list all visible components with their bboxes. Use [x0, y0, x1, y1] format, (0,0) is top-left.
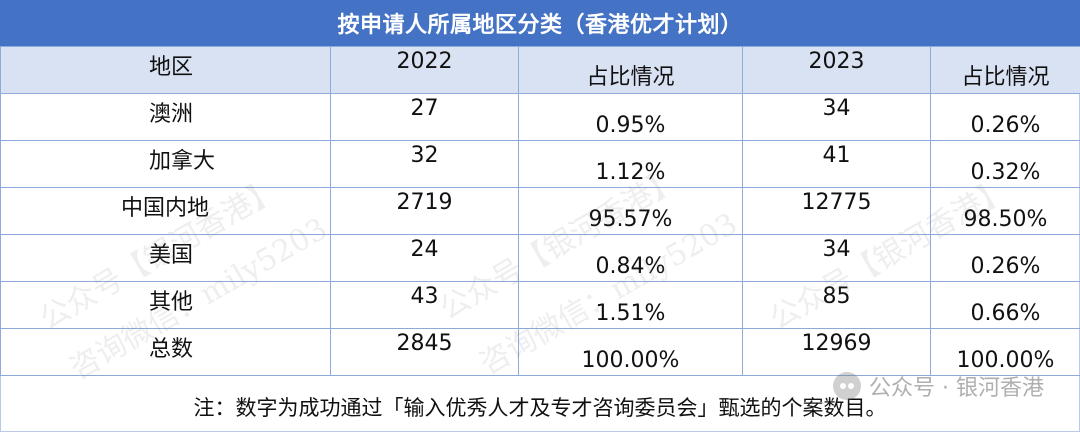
count-2022-cell: 2845: [330, 328, 519, 376]
count-2023-cell: 34: [742, 93, 931, 141]
count-2022-cell: 27: [330, 93, 519, 141]
share-2023-cell: 98.50%: [930, 187, 1080, 235]
count-2022-cell: 2719: [330, 187, 519, 235]
header-2022: 2022: [330, 46, 519, 94]
count-2022-cell: 43: [330, 281, 519, 329]
share-2023-cell: 0.26%: [930, 93, 1080, 141]
share-2022-cell: 100.00%: [518, 328, 743, 376]
table-row-total: 总数 2845 100.00% 12969 100.00%: [0, 328, 1080, 376]
share-2022-cell: 95.57%: [518, 187, 743, 235]
region-cell: 澳洲: [0, 93, 331, 141]
header-2023: 2023: [742, 46, 931, 94]
share-2022-cell: 1.51%: [518, 281, 743, 329]
header-row: 地区 2022 占比情况 2023 占比情况: [0, 46, 1080, 94]
share-2022-cell: 0.84%: [518, 234, 743, 282]
share-2023-cell: 100.00%: [930, 328, 1080, 376]
header-share-2023: 占比情况: [930, 46, 1080, 94]
table-row: 其他 43 1.51% 85 0.66%: [0, 281, 1080, 329]
share-2023-cell: 0.32%: [930, 140, 1080, 188]
wechat-icon: [833, 372, 862, 400]
count-2023-cell: 34: [742, 234, 931, 282]
count-2023-cell: 85: [742, 281, 931, 329]
count-2023-cell: 12969: [742, 328, 931, 376]
share-2023-cell: 0.66%: [930, 281, 1080, 329]
region-cell: 加拿大: [0, 140, 331, 188]
footnote: 注：数字为成功通过「输入优秀人才及专才咨询委员会」甄选的个案数目。: [193, 396, 887, 420]
count-2022-cell: 24: [330, 234, 519, 282]
table-row: 中国内地 2719 95.57% 12775 98.50%: [0, 187, 1080, 235]
region-cell: 中国内地: [0, 187, 331, 235]
share-2023-cell: 0.26%: [930, 234, 1080, 282]
table-row: 美国 24 0.84% 34 0.26%: [0, 234, 1080, 282]
data-table: 地区 2022 占比情况 2023 占比情况 澳洲 27 0.95% 34 0.…: [0, 46, 1080, 376]
region-cell: 其他: [0, 281, 331, 329]
brand-mark: 公众号 · 银河香港: [833, 364, 1044, 408]
count-2023-cell: 41: [742, 140, 931, 188]
share-2022-cell: 0.95%: [518, 93, 743, 141]
table-row: 澳洲 27 0.95% 34 0.26%: [0, 93, 1080, 141]
table-title: 按申请人所属地区分类（香港优才计划）: [0, 0, 1080, 46]
count-2022-cell: 32: [330, 140, 519, 188]
region-cell: 美国: [0, 234, 331, 282]
brand-label: 公众号 · 银河香港: [869, 376, 1044, 401]
header-share-2022: 占比情况: [518, 46, 743, 94]
share-2022-cell: 1.12%: [518, 140, 743, 188]
header-region: 地区: [0, 46, 331, 94]
table-row: 加拿大 32 1.12% 41 0.32%: [0, 140, 1080, 188]
region-cell: 总数: [0, 328, 331, 376]
count-2023-cell: 12775: [742, 187, 931, 235]
